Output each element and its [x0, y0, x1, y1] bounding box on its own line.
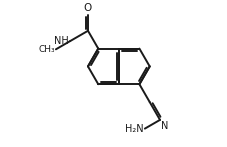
Text: CH₃: CH₃	[38, 45, 54, 54]
Text: NH: NH	[54, 36, 69, 46]
Text: H₂N: H₂N	[124, 124, 143, 134]
Text: O: O	[84, 3, 92, 13]
Text: N: N	[160, 121, 168, 131]
